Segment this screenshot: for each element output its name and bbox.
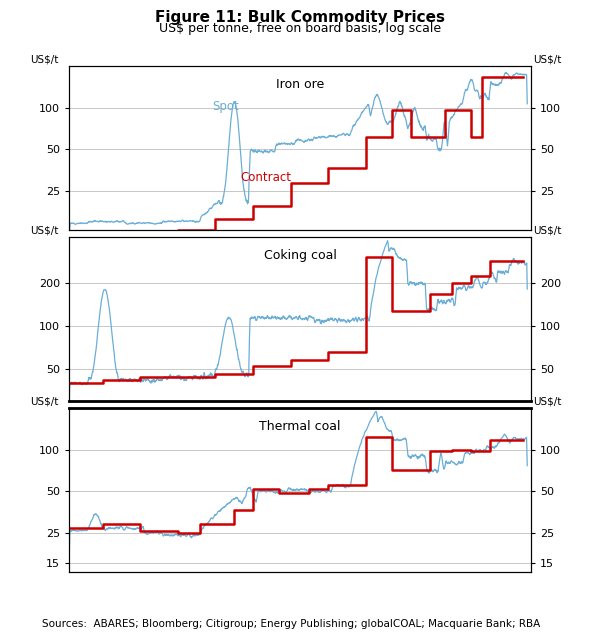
Text: US$/t: US$/t bbox=[30, 226, 58, 236]
Text: Figure 11: Bulk Commodity Prices: Figure 11: Bulk Commodity Prices bbox=[155, 10, 445, 25]
Text: Contract: Contract bbox=[240, 171, 291, 184]
Text: Sources:  ABARES; Bloomberg; Citigroup; Energy Publishing; globalCOAL; Macquarie: Sources: ABARES; Bloomberg; Citigroup; E… bbox=[42, 619, 540, 629]
Text: Iron ore: Iron ore bbox=[276, 78, 324, 91]
Text: US$/t: US$/t bbox=[30, 397, 58, 407]
Text: US$/t: US$/t bbox=[533, 226, 562, 236]
Text: Spot: Spot bbox=[212, 100, 239, 114]
Text: US$ per tonne, free on board basis, log scale: US$ per tonne, free on board basis, log … bbox=[159, 22, 441, 35]
Text: Coking coal: Coking coal bbox=[263, 249, 337, 262]
Text: US$/t: US$/t bbox=[533, 55, 562, 64]
Text: US$/t: US$/t bbox=[533, 397, 562, 407]
Text: US$/t: US$/t bbox=[30, 55, 58, 64]
Text: Thermal coal: Thermal coal bbox=[259, 420, 341, 433]
